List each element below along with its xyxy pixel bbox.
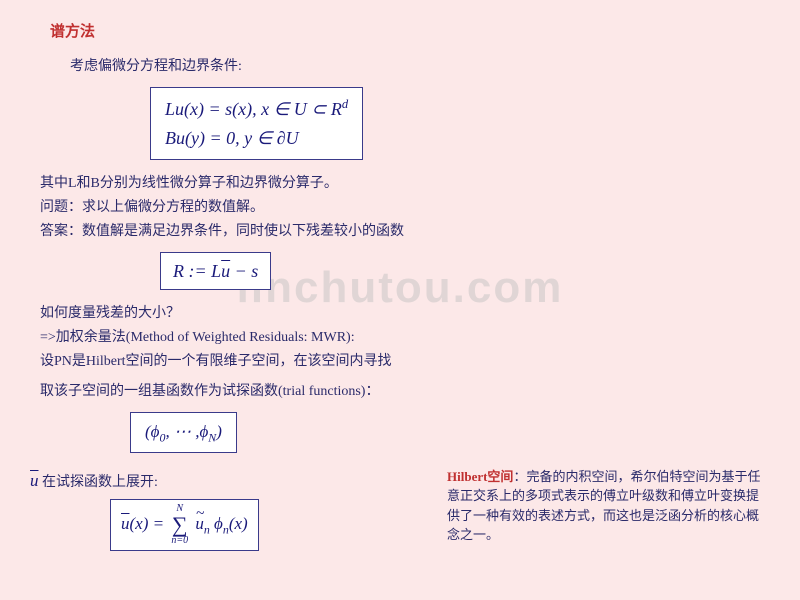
operators-note: 其中L和B分别为线性微分算子和边界微分算子。 [40, 172, 770, 192]
subspace-line: 设PN是Hilbert空间的一个有限维子空间，在该空间内寻找 [40, 350, 770, 370]
basis-intro: 取该子空间的一组基函数作为试探函数(trial functions)： [40, 380, 770, 400]
expansion-block: u 在试探函数上展开: u(x) = N ∑ n=0 un ϕn(x) [30, 467, 437, 551]
pde-line2: Bu(y) = 0, y ∈ ∂U [165, 124, 348, 153]
bottom-row: u 在试探函数上展开: u(x) = N ∑ n=0 un ϕn(x) Hilb… [30, 467, 770, 551]
hilbert-label: Hilbert空间 [447, 469, 513, 484]
answer-line: 答案：数值解是满足边界条件，同时使以下残差较小的函数 [40, 220, 770, 240]
slide-content: 谱方法 考虑偏微分方程和边界条件: Lu(x) = s(x), x ∈ U ⊂ … [30, 20, 770, 551]
section-title: 谱方法 [50, 20, 770, 41]
pde-formula: Lu(x) = s(x), x ∈ U ⊂ Rd Bu(y) = 0, y ∈ … [150, 87, 363, 160]
intro-line: 考虑偏微分方程和边界条件: [70, 55, 770, 75]
hilbert-note: Hilbert空间：完备的内积空间，希尔伯特空间为基于任意正交系上的多项式表示的… [437, 467, 770, 545]
pde-line1: Lu(x) = s(x), x ∈ U ⊂ Rd [165, 94, 348, 124]
measure-question: 如何度量残差的大小？ [40, 302, 770, 322]
question-line: 问题：求以上偏微分方程的数值解。 [40, 196, 770, 216]
mwr-line: =>加权余量法(Method of Weighted Residuals: MW… [40, 326, 770, 346]
expand-label: u 在试探函数上展开: [30, 471, 437, 491]
basis-formula: (ϕ0, ⋯ ,ϕN) [130, 412, 237, 452]
residual-formula: R := Lu − s [160, 252, 271, 291]
expansion-formula: u(x) = N ∑ n=0 un ϕn(x) [110, 499, 259, 551]
